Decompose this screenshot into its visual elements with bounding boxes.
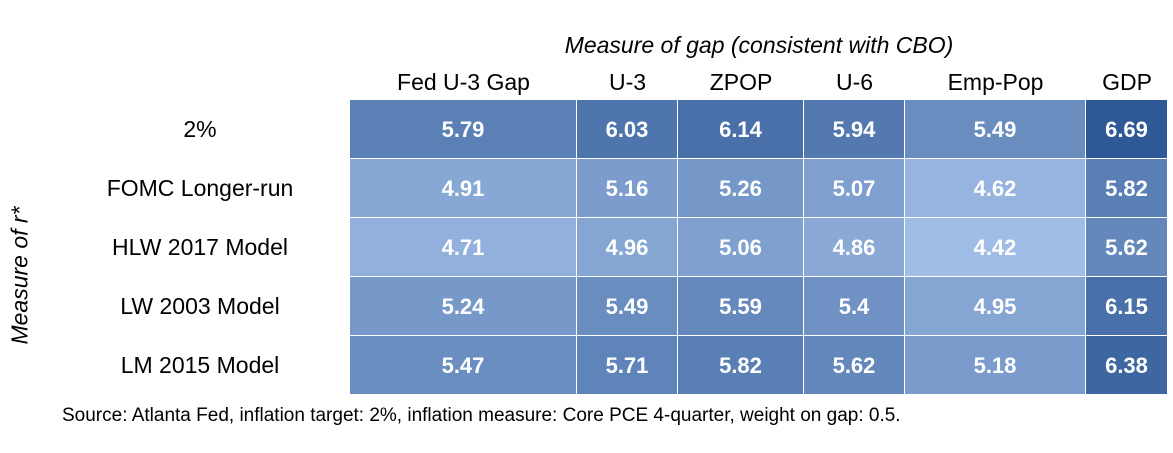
table-cell: 5.94: [804, 100, 905, 159]
table-cell: 5.82: [678, 336, 804, 395]
table-cell: 5.62: [1086, 218, 1168, 277]
table-cell: 6.03: [577, 100, 678, 159]
table-cell: 4.62: [905, 159, 1086, 218]
column-header: Fed U-3 Gap: [397, 69, 530, 95]
row-group-label-container: Measure of r*: [0, 157, 40, 394]
table-cell: 5.82: [1086, 159, 1168, 218]
table-cell: 5.49: [577, 277, 678, 336]
row-label: LW 2003 Model: [120, 293, 280, 319]
table-cell: 5.47: [350, 336, 577, 395]
table-cell: 5.06: [678, 218, 804, 277]
table-cell: 5.79: [350, 100, 577, 159]
row-label: LM 2015 Model: [120, 352, 280, 378]
table-cell: 4.86: [804, 218, 905, 277]
source-note: Source: Atlanta Fed, inflation target: 2…: [62, 405, 901, 426]
table-cell: 5.07: [804, 159, 905, 218]
table-cell: 5.49: [905, 100, 1086, 159]
table-cell: 4.91: [350, 159, 577, 218]
table-cell: 6.15: [1086, 277, 1168, 336]
column-header: GDP: [1102, 69, 1152, 95]
column-header: U-6: [835, 69, 874, 95]
table-cell: 5.62: [804, 336, 905, 395]
column-header: U-3: [608, 69, 647, 95]
table-cell: 5.4: [804, 277, 905, 336]
table-cell: 5.71: [577, 336, 678, 395]
table-cell: 6.14: [678, 100, 804, 159]
table-cell: 4.42: [905, 218, 1086, 277]
row-label: 2%: [183, 116, 217, 142]
table-cell: 5.16: [577, 159, 678, 218]
row-label: HLW 2017 Model: [112, 234, 288, 260]
table-cell: 5.26: [678, 159, 804, 218]
table-cell: 4.96: [577, 218, 678, 277]
table-cell: 4.71: [350, 218, 577, 277]
table-cell: 5.18: [905, 336, 1086, 395]
table-cell: 6.38: [1086, 336, 1168, 395]
column-header: Emp-Pop: [947, 69, 1044, 95]
table-cell: 5.59: [678, 277, 804, 336]
table-cell: 5.24: [350, 277, 577, 336]
table-cell: 4.95: [905, 277, 1086, 336]
row-label: FOMC Longer-run: [106, 175, 294, 201]
row-group-label: Measure of r*: [6, 206, 33, 345]
column-header: ZPOP: [709, 69, 773, 95]
table-cell: 6.69: [1086, 100, 1168, 159]
column-group-label: Measure of gap (consistent with CBO): [564, 32, 954, 58]
